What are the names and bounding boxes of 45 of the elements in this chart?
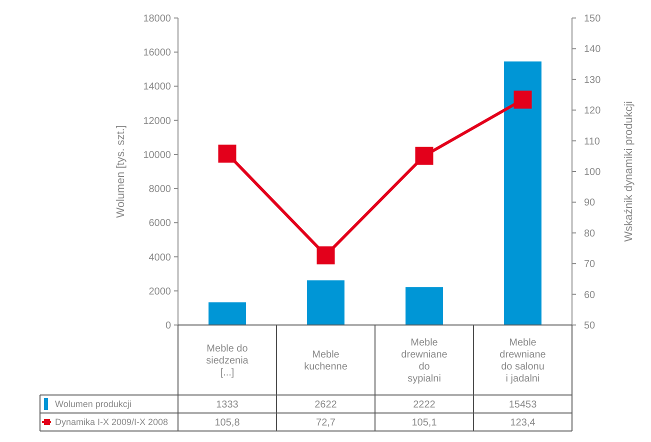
data-label: 105,8 <box>214 418 240 428</box>
bar <box>406 287 443 325</box>
data-label: 15453 <box>508 400 538 410</box>
point <box>316 246 335 264</box>
data-label: 123,4 <box>510 418 536 428</box>
y2-tick-label: 100 <box>584 167 602 178</box>
bar <box>307 280 344 325</box>
y-tick-label: 4000 <box>148 252 172 264</box>
data-label: 105,1 <box>412 418 438 428</box>
x-tick-label: Meble kuchenne <box>304 350 348 372</box>
bar <box>208 302 246 325</box>
y2-tick-label: 110 <box>584 136 600 148</box>
point <box>218 144 236 163</box>
x-tick-label: Meble drewniane do salonu i jadalni <box>500 338 546 384</box>
y2-tick-label: 150 <box>584 14 602 24</box>
y-tick-label: 6000 <box>148 218 172 230</box>
y-tick-label: 12000 <box>143 116 172 127</box>
bar <box>504 61 542 325</box>
y2-tick-label: 120 <box>584 106 602 117</box>
y-tick-label: 14000 <box>143 82 172 93</box>
y2-axis-title: Wskaźnik dynamiki produkcji <box>623 101 635 242</box>
y-tick-label: 2000 <box>148 286 172 298</box>
y2-tick-label: 70 <box>584 259 596 270</box>
y-tick-label: 0 <box>165 320 172 332</box>
y-tick-label: 8000 <box>148 184 172 196</box>
y2-tick-label: 140 <box>584 44 602 56</box>
legend-label: Dynamika I-X 2009/I-X 2008 <box>55 417 168 428</box>
point <box>415 146 434 165</box>
data-label: 2222 <box>413 400 436 410</box>
x-tick-label: Meble do siedzenia [...] <box>206 344 249 378</box>
y2-tick-label: 130 <box>584 74 602 86</box>
y-tick-label: 18000 <box>143 14 172 24</box>
data-label: 72,7 <box>316 418 336 428</box>
y-tick-label: 10000 <box>143 150 172 161</box>
x-tick-label: Meble drewniane do sypialni <box>401 338 448 384</box>
y-axis-title: Wolumen [tys. szt.] <box>115 125 127 218</box>
y2-tick-label: 80 <box>584 228 596 240</box>
y2-tick-label: 90 <box>584 198 596 209</box>
y-tick-label: 16000 <box>143 48 172 59</box>
y2-tick-label: 50 <box>584 320 596 332</box>
y2-tick-label: 60 <box>584 290 596 301</box>
data-label: 2622 <box>314 400 338 410</box>
legend-label: Wolumen produkcji <box>55 399 132 410</box>
point <box>514 90 532 109</box>
data-label: 1333 <box>216 400 239 410</box>
